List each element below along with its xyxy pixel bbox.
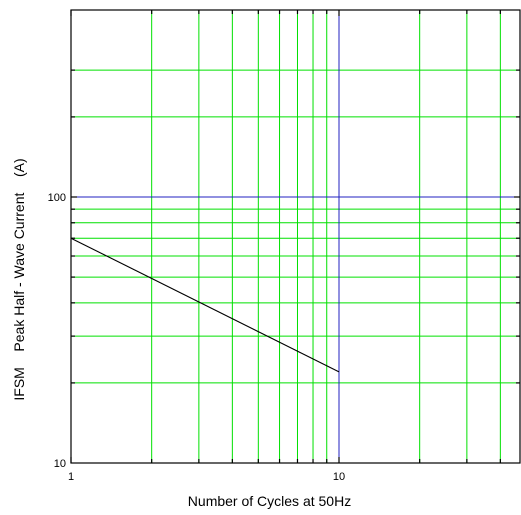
series-layer [70,237,340,373]
y-axis-title: IFSM Peak Half - Wave Current (A) [11,158,27,400]
y-tick-label: 100 [48,192,66,204]
x-axis-title: Number of Cycles at 50Hz [188,493,351,509]
x-tick-label: 1 [68,471,74,483]
series-line [70,237,340,373]
y-tick-label: 10 [54,458,66,470]
plot-frame [70,9,521,464]
grid [71,10,520,463]
x-tick-label: 10 [333,471,345,483]
